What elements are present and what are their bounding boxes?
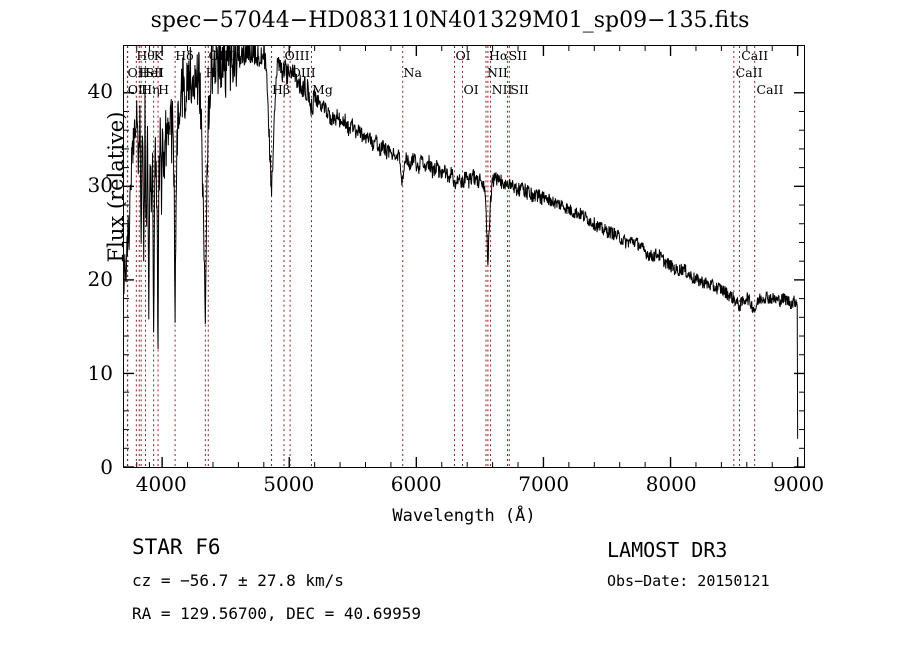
redshift-text: cz = −56.7 ± 27.8 km/s bbox=[132, 571, 344, 590]
spectral-line-label: SII bbox=[145, 65, 164, 80]
x-tick-label: 5000 bbox=[263, 472, 315, 496]
spectral-line-label: Hβ bbox=[272, 82, 291, 97]
coordinates-text: RA = 129.56700, DEC = 40.69959 bbox=[132, 604, 421, 623]
spectral-line-label: SII bbox=[508, 48, 528, 63]
x-tick-label: 7000 bbox=[518, 472, 570, 496]
y-tick-label: 30 bbox=[87, 173, 113, 197]
spectral-line-label: Na bbox=[403, 65, 422, 80]
spectral-line-label: SII bbox=[510, 82, 529, 97]
x-tick-label: 8000 bbox=[645, 472, 697, 496]
y-tick-label: 0 bbox=[100, 455, 113, 479]
spectral-line-label: OIII bbox=[290, 65, 316, 80]
spectral-line-label: OII bbox=[127, 82, 148, 97]
figure-title: spec−57044−HD083110N401329M01_sp09−135.f… bbox=[150, 8, 750, 33]
x-tick-label: 9000 bbox=[773, 472, 825, 496]
spectral-line-label: NII bbox=[487, 65, 508, 80]
spectral-line-label: OI bbox=[455, 48, 471, 63]
x-axis-label: Wavelength (Å) bbox=[392, 506, 536, 526]
spectral-line-label: OIII bbox=[284, 48, 310, 63]
spectrum-plot-area bbox=[123, 45, 805, 468]
spectral-line-label: Hδ bbox=[175, 48, 194, 63]
y-tick-label: 40 bbox=[87, 79, 113, 103]
survey-name-text: LAMOST DR3 bbox=[607, 538, 728, 562]
spectral-line-label: Hη bbox=[141, 82, 160, 97]
obs-date-text: Obs−Date: 20150121 bbox=[607, 572, 770, 590]
y-tick-label: 20 bbox=[87, 267, 113, 291]
spectral-line-label: CaII bbox=[756, 82, 784, 97]
spectral-line-label: Hθ bbox=[136, 48, 155, 63]
star-type-text: STAR F6 bbox=[132, 535, 221, 559]
spectrum-svg bbox=[124, 46, 804, 467]
spectral-line-label: OI bbox=[463, 82, 479, 97]
spectral-line-label: H bbox=[158, 82, 170, 97]
spectral-line-label: Hα bbox=[488, 48, 509, 63]
spectral-line-label: K bbox=[153, 48, 164, 63]
spectral-line-label: HeI bbox=[139, 65, 163, 80]
spectral-line-label: OII bbox=[127, 65, 148, 80]
spectral-line-label: Hγ bbox=[205, 65, 224, 80]
x-tick-label: 6000 bbox=[390, 472, 442, 496]
spectral-line-label: NII bbox=[491, 82, 513, 97]
y-tick-label: 10 bbox=[87, 361, 113, 385]
spectral-line-label: CaII bbox=[741, 48, 769, 63]
x-tick-label: 4000 bbox=[135, 472, 187, 496]
spectral-line-label: OIII bbox=[208, 48, 234, 63]
spectral-line-label: Mg bbox=[312, 82, 333, 97]
spectral-line-label: CaII bbox=[735, 65, 763, 80]
